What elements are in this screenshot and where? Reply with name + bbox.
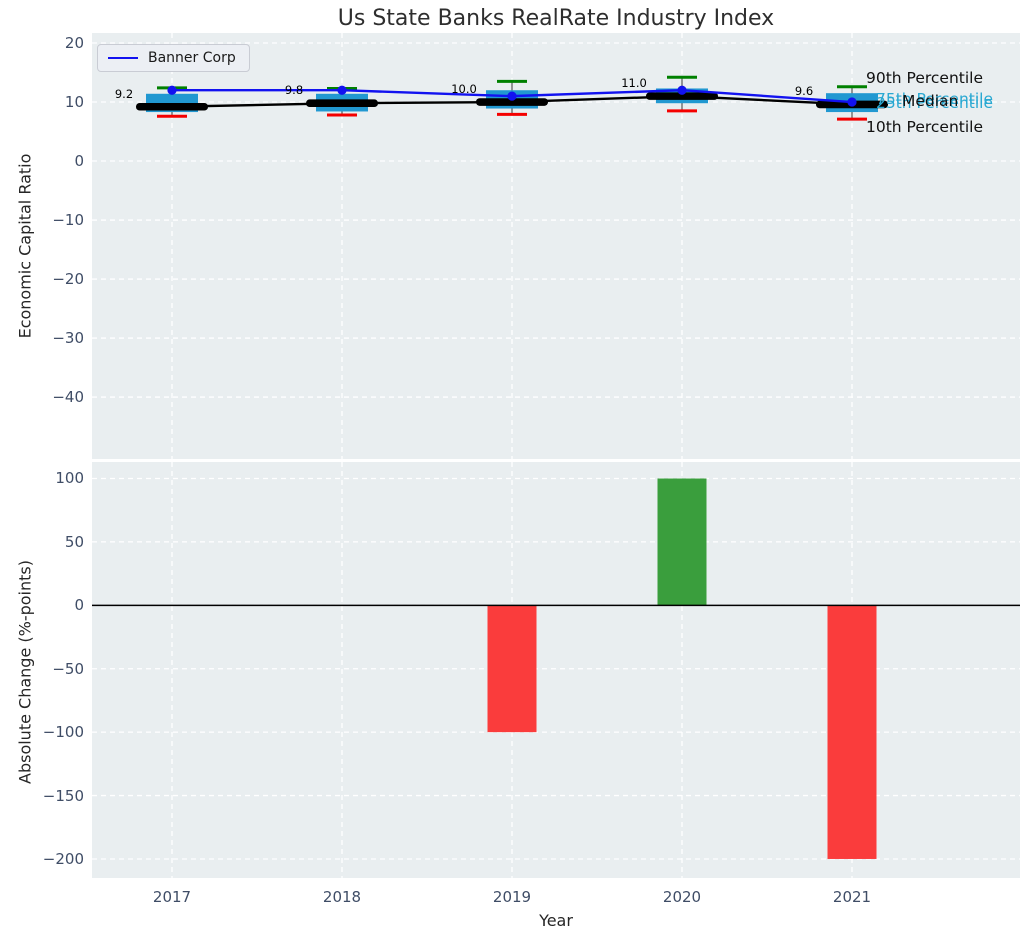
banner-corp-series	[167, 85, 857, 107]
annotation-25th-percentile: 25th Percentile	[876, 94, 994, 112]
legend: Banner Corp	[97, 44, 250, 72]
x-tick-label: 2017	[152, 888, 192, 906]
top-y-tick-label: 0	[74, 152, 84, 171]
annotation-10th-percentile: 10th Percentile	[866, 118, 984, 136]
median-value-label: 9.2	[114, 86, 134, 101]
median-value-label: 9.6	[794, 84, 814, 99]
x-tick-label: 2018	[322, 888, 362, 906]
top-plot-area	[92, 33, 1020, 459]
median-value-label: 10.0	[451, 82, 477, 97]
top-y-tick-label: −40	[52, 388, 84, 407]
top-y-axis-label: Economic Capital Ratio	[15, 153, 35, 339]
top-gridlines	[92, 33, 1020, 459]
x-axis-label: Year	[539, 911, 573, 930]
top-y-tick-label: −20	[52, 270, 84, 289]
top-y-tick-label: −10	[52, 211, 84, 230]
x-tick-label: 2019	[492, 888, 532, 906]
negative-change-bar	[487, 605, 537, 733]
annotation-75th-percentile: 75th Percentile	[876, 90, 994, 108]
bottom-y-tick-label: 50	[64, 532, 84, 551]
top-y-tick-label: −30	[52, 329, 84, 348]
median-value-label: 11.0	[621, 76, 647, 91]
bottom-y-tick-label: −200	[42, 849, 84, 868]
bottom-y-tick-label: −50	[52, 659, 84, 678]
banner-corp-line-icon	[108, 57, 138, 59]
bottom-y-tick-label: 0	[74, 596, 84, 615]
bottom-y-tick-label: −150	[42, 786, 84, 805]
top-y-tick-label: 20	[64, 34, 84, 53]
positive-change-bar	[657, 478, 707, 606]
bottom-y-tick-label: 100	[55, 469, 84, 488]
annotation-90th-percentile: 90th Percentile	[866, 69, 984, 87]
change-bars	[487, 478, 877, 859]
legend-label: Banner Corp	[148, 50, 236, 66]
x-tick-label: 2021	[832, 888, 872, 906]
bottom-plot-area	[92, 462, 1020, 878]
chart-title: Us State Banks RealRate Industry Index	[337, 6, 775, 31]
bottom-y-tick-label: −100	[42, 723, 84, 742]
bottom-gridlines	[92, 462, 1020, 878]
bar-chart	[92, 462, 1020, 878]
x-tick-label: 2020	[662, 888, 702, 906]
boxplot-chart	[92, 33, 1020, 459]
median-series	[136, 92, 888, 111]
median-value-label: 9.8	[284, 83, 304, 98]
top-y-tick-label: 10	[64, 93, 84, 112]
negative-change-bar	[827, 605, 877, 859]
annotation-median: Median	[902, 92, 959, 110]
